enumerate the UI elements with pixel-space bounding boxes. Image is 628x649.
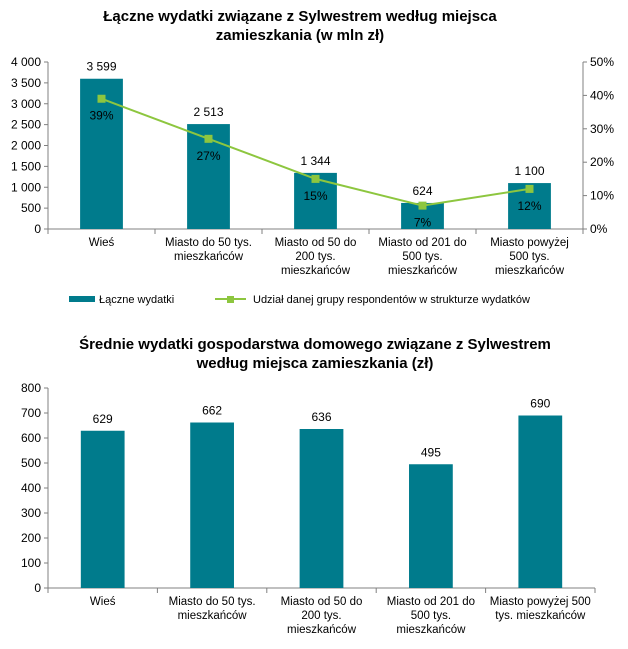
category-label: mieszkańców xyxy=(178,610,248,622)
line-value-label: 12% xyxy=(517,199,541,213)
bar-value-label: 495 xyxy=(421,445,441,459)
line-marker xyxy=(97,94,106,103)
category-label: tys. mieszkańców xyxy=(495,610,586,622)
y-tick-label: 0 xyxy=(34,222,41,236)
bar xyxy=(409,464,453,588)
y-tick-label: 1 000 xyxy=(11,180,41,194)
line-value-label: 39% xyxy=(89,109,113,123)
y2-tick-label: 0% xyxy=(590,222,608,236)
category-label: Wieś xyxy=(90,596,116,608)
line-marker xyxy=(418,201,427,210)
category-label: mieszkańców xyxy=(495,265,565,277)
bar-value-label: 624 xyxy=(412,184,432,198)
legend-line-marker xyxy=(227,296,234,303)
y-tick-label: 400 xyxy=(21,481,41,495)
chart1-title-line2: zamieszkania (w mln zł) xyxy=(216,27,384,44)
bar-value-label: 1 100 xyxy=(514,164,544,178)
category-label: Miasto powyżej 500 xyxy=(490,596,591,608)
y-tick-label: 4 000 xyxy=(11,55,41,69)
category-label: Miasto od 201 do xyxy=(387,596,475,608)
y2-tick-label: 10% xyxy=(590,189,614,203)
legend-bar-swatch xyxy=(69,296,95,302)
y-tick-label: 300 xyxy=(21,506,41,520)
y-tick-label: 3 500 xyxy=(11,76,41,90)
bar-value-label: 2 513 xyxy=(193,105,223,119)
y-tick-label: 200 xyxy=(21,531,41,545)
y-tick-label: 700 xyxy=(21,406,41,420)
category-label: Miasto od 201 do xyxy=(378,237,466,249)
category-label: mieszkańców xyxy=(281,265,351,277)
y2-tick-label: 30% xyxy=(590,122,614,136)
category-label: Miasto do 50 tys. xyxy=(169,596,256,608)
bar xyxy=(190,422,234,588)
category-label: Miasto od 50 do xyxy=(281,596,363,608)
chart2-title-line2: według miejsca zamieszkania (zł) xyxy=(196,355,434,372)
bar-value-label: 629 xyxy=(93,412,113,426)
category-label: 200 tys. xyxy=(301,610,341,622)
chart1-title-line1: Łączne wydatki związane z Sylwestrem wed… xyxy=(103,8,497,25)
chart2-title-line1: Średnie wydatki gospodarstwa domowego zw… xyxy=(79,335,551,353)
y-tick-label: 2 000 xyxy=(11,139,41,153)
category-label: 500 tys. xyxy=(509,251,549,263)
category-label: Wieś xyxy=(89,237,115,249)
y2-tick-label: 40% xyxy=(590,88,614,102)
line-value-label: 15% xyxy=(303,189,327,203)
bar-value-label: 662 xyxy=(202,404,222,418)
y-tick-label: 500 xyxy=(21,201,41,215)
y-tick-label: 3 000 xyxy=(11,97,41,111)
y2-tick-label: 50% xyxy=(590,55,614,69)
bar xyxy=(80,430,125,588)
bar xyxy=(518,415,563,588)
bar xyxy=(299,429,344,588)
line-marker xyxy=(204,134,213,143)
y-tick-label: 2 500 xyxy=(11,118,41,132)
category-label: 200 tys. xyxy=(295,251,335,263)
legend-line-label: Udział danej grupy respondentów w strukt… xyxy=(253,294,530,306)
category-label: mieszkańców xyxy=(388,265,458,277)
category-label: Miasto powyżej xyxy=(490,237,569,249)
y-tick-label: 100 xyxy=(21,556,41,570)
chart1-legend: Łączne wydatki Udział danej grupy respon… xyxy=(69,294,530,306)
y-tick-label: 1 500 xyxy=(11,159,41,173)
category-label: 500 tys. xyxy=(411,610,451,622)
line-value-label: 7% xyxy=(414,216,432,230)
line-marker xyxy=(525,184,534,193)
y-tick-label: 0 xyxy=(34,581,41,595)
y-tick-label: 800 xyxy=(21,381,41,395)
line-marker xyxy=(311,174,320,183)
bar-value-label: 690 xyxy=(530,397,550,411)
y-tick-label: 600 xyxy=(21,431,41,445)
bar-value-label: 1 344 xyxy=(300,154,330,168)
chart1-plot: 0 500 1 000 1 500 2 000 2 500 3 000 3 500 4 000 3… xyxy=(11,55,614,277)
bar-value-label: 636 xyxy=(311,410,331,424)
category-label: mieszkańców xyxy=(174,251,244,263)
legend-bar-label: Łączne wydatki xyxy=(99,294,174,306)
y2-tick-label: 20% xyxy=(590,155,614,169)
category-label: 500 tys. xyxy=(402,251,442,263)
category-label: Miasto od 50 do xyxy=(275,237,357,249)
chart2-plot: 0 100 200 300 400 500 600 700 800 629 Wieś 662 Miast… xyxy=(21,381,596,636)
category-label: Miasto do 50 tys. xyxy=(165,237,252,249)
bar-value-label: 3 599 xyxy=(86,60,116,74)
y-tick-label: 500 xyxy=(21,456,41,470)
line-value-label: 27% xyxy=(196,149,220,163)
category-label: mieszkańców xyxy=(287,624,357,636)
category-label: mieszkańców xyxy=(396,624,466,636)
